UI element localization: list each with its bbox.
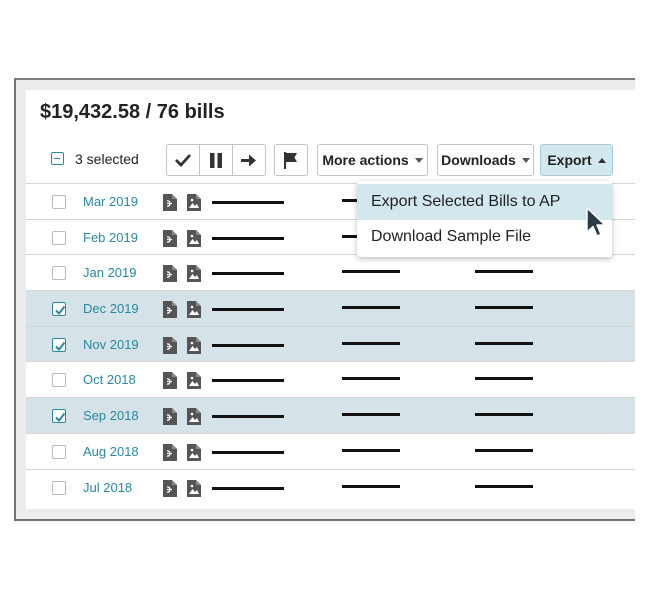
pause-button[interactable] bbox=[200, 145, 233, 175]
export-selected-bills-item[interactable]: Export Selected Bills to AP bbox=[357, 184, 612, 220]
table-row[interactable]: Nov 2019 bbox=[26, 325, 635, 362]
bill-date-link[interactable]: Oct 2018 bbox=[83, 372, 136, 388]
image-file-icon[interactable] bbox=[187, 229, 201, 247]
pdf-file-icon[interactable] bbox=[163, 479, 177, 497]
table-row[interactable]: Jan 2019 bbox=[26, 254, 635, 290]
redacted-value bbox=[475, 377, 533, 381]
forward-button[interactable] bbox=[233, 145, 265, 175]
row-checkbox[interactable] bbox=[52, 444, 66, 459]
select-all-checkbox[interactable] bbox=[51, 152, 64, 165]
redacted-value bbox=[342, 377, 400, 381]
redacted-value bbox=[212, 379, 284, 383]
image-file-icon[interactable] bbox=[187, 443, 201, 461]
row-checkbox[interactable] bbox=[52, 266, 66, 281]
pdf-file-icon[interactable] bbox=[163, 372, 177, 390]
row-checkbox[interactable] bbox=[52, 302, 66, 317]
bulk-action-group bbox=[166, 144, 266, 176]
image-file-icon[interactable] bbox=[187, 408, 201, 426]
redacted-value bbox=[475, 341, 533, 345]
checkmark-icon bbox=[55, 341, 66, 351]
image-file-icon[interactable] bbox=[187, 336, 201, 354]
bills-total: $19,432.58 / 76 bills bbox=[40, 101, 225, 123]
row-checkbox[interactable] bbox=[52, 337, 66, 352]
redacted-value bbox=[212, 486, 284, 490]
checkmark-icon bbox=[55, 305, 66, 316]
redacted-value bbox=[475, 484, 533, 488]
row-checkbox[interactable] bbox=[52, 480, 66, 495]
frame-left-edge bbox=[14, 79, 16, 521]
downloads-button[interactable]: Downloads bbox=[437, 144, 534, 176]
more-actions-label: More actions bbox=[322, 152, 409, 168]
bill-date-link[interactable]: Nov 2019 bbox=[83, 336, 139, 352]
frame-top-edge bbox=[14, 78, 635, 80]
mouse-pointer-icon bbox=[586, 207, 606, 237]
approve-button[interactable] bbox=[167, 145, 200, 175]
row-checkbox[interactable] bbox=[52, 195, 66, 209]
export-label: Export bbox=[547, 152, 592, 168]
image-file-icon[interactable] bbox=[187, 301, 201, 319]
redacted-value bbox=[475, 270, 533, 274]
pdf-file-icon[interactable] bbox=[163, 194, 177, 211]
redacted-value bbox=[475, 413, 533, 417]
pdf-file-icon[interactable] bbox=[163, 443, 177, 461]
row-checkbox[interactable] bbox=[52, 409, 66, 424]
image-file-icon[interactable] bbox=[187, 265, 201, 283]
more-actions-button[interactable]: More actions bbox=[317, 144, 428, 176]
pdf-file-icon[interactable] bbox=[163, 229, 177, 247]
bill-date-link[interactable]: Jul 2018 bbox=[83, 479, 133, 495]
table-row[interactable]: Sep 2018 bbox=[26, 397, 635, 433]
bill-date-link[interactable]: Sep 2018 bbox=[83, 408, 139, 424]
download-sample-file-item[interactable]: Download Sample File bbox=[371, 228, 532, 245]
bill-date-link[interactable]: Mar 2019 bbox=[83, 194, 138, 209]
redacted-value bbox=[212, 343, 284, 347]
table-row[interactable]: Aug 2018 bbox=[26, 432, 635, 469]
row-checkbox[interactable] bbox=[52, 373, 66, 388]
redacted-value bbox=[342, 341, 400, 345]
export-menu: Export Selected Bills to AP Download Sam… bbox=[357, 181, 612, 257]
redacted-value bbox=[212, 201, 284, 204]
redacted-value bbox=[475, 306, 533, 310]
bill-date-link[interactable]: Feb 2019 bbox=[83, 229, 138, 245]
redacted-value bbox=[342, 413, 400, 417]
image-file-icon[interactable] bbox=[187, 372, 201, 390]
bills-table: Mar 2019 Feb 2019 Jan 2019 Dec 2019 Nov 2019… bbox=[26, 183, 635, 504]
selected-count-label: 3 selected bbox=[75, 151, 139, 167]
redacted-value bbox=[212, 236, 284, 240]
redacted-value bbox=[342, 306, 400, 310]
chevron-up-icon bbox=[597, 157, 606, 163]
pdf-file-icon[interactable] bbox=[163, 336, 177, 354]
bill-date-link[interactable]: Dec 2019 bbox=[83, 301, 139, 317]
bill-date-link[interactable]: Jan 2019 bbox=[83, 265, 137, 281]
redacted-value bbox=[342, 484, 400, 488]
table-row[interactable]: Jul 2018 bbox=[26, 468, 635, 505]
redacted-value bbox=[475, 448, 533, 452]
checkmark-icon bbox=[55, 413, 66, 423]
image-file-icon[interactable] bbox=[187, 479, 201, 497]
frame-bottom-edge bbox=[14, 519, 635, 521]
row-checkbox[interactable] bbox=[52, 230, 66, 245]
chevron-down-icon bbox=[414, 157, 423, 163]
table-row[interactable]: Oct 2018 bbox=[26, 361, 635, 397]
redacted-value bbox=[212, 450, 284, 454]
flag-button[interactable] bbox=[274, 144, 308, 176]
image-file-icon[interactable] bbox=[187, 194, 201, 211]
redacted-value bbox=[212, 308, 284, 312]
table-row[interactable]: Dec 2019 bbox=[26, 290, 635, 326]
chevron-down-icon bbox=[521, 157, 530, 163]
redacted-value bbox=[342, 448, 400, 452]
pdf-file-icon[interactable] bbox=[163, 408, 177, 426]
pdf-file-icon[interactable] bbox=[163, 301, 177, 319]
redacted-value bbox=[212, 272, 284, 276]
pause-icon bbox=[210, 152, 222, 168]
bill-date-link[interactable]: Aug 2018 bbox=[83, 443, 139, 459]
flag-icon bbox=[284, 151, 297, 169]
export-button[interactable]: Export bbox=[540, 144, 613, 176]
arrow-right-icon bbox=[241, 154, 256, 166]
redacted-value bbox=[212, 415, 284, 419]
pdf-file-icon[interactable] bbox=[163, 265, 177, 283]
downloads-label: Downloads bbox=[441, 152, 516, 168]
checkmark-icon bbox=[175, 154, 192, 167]
redacted-value bbox=[342, 270, 400, 274]
